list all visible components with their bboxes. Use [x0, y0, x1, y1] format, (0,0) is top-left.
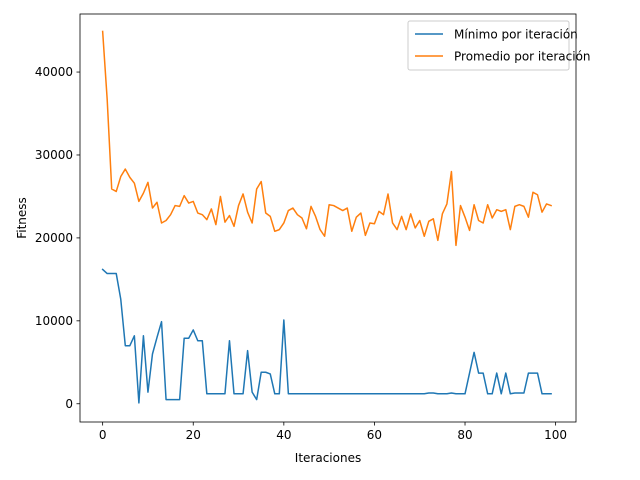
legend-label-promedio: Promedio por iteración — [454, 50, 591, 64]
x-axis-ticks: 0 20 40 60 80 100 — [99, 422, 567, 442]
y-axis-label: Fitness — [15, 197, 29, 239]
series-layer — [101, 30, 553, 404]
y-tick-label: 40000 — [35, 65, 73, 79]
legend: Mínimo por iteración Promedio por iterac… — [407, 20, 591, 71]
series-line-minimo — [101, 268, 552, 404]
y-tick-label: 30000 — [35, 148, 73, 162]
x-tick-label: 0 — [99, 428, 107, 442]
axes-frame — [79, 13, 577, 423]
x-tick-label: 20 — [186, 428, 201, 442]
y-axis-ticks: 0 10000 20000 30000 40000 — [35, 65, 80, 411]
y-tick-label: 0 — [65, 397, 73, 411]
legend-box — [407, 20, 570, 71]
series-line-promedio — [101, 30, 553, 247]
x-axis-label: Iteraciones — [295, 451, 361, 465]
x-tick-label: 100 — [544, 428, 567, 442]
legend-label-minimo: Mínimo por iteración — [454, 28, 578, 42]
y-tick-label: 20000 — [35, 231, 73, 245]
y-tick-label: 10000 — [35, 314, 73, 328]
x-tick-label: 60 — [367, 428, 382, 442]
x-tick-label: 40 — [276, 428, 291, 442]
x-tick-label: 80 — [457, 428, 472, 442]
